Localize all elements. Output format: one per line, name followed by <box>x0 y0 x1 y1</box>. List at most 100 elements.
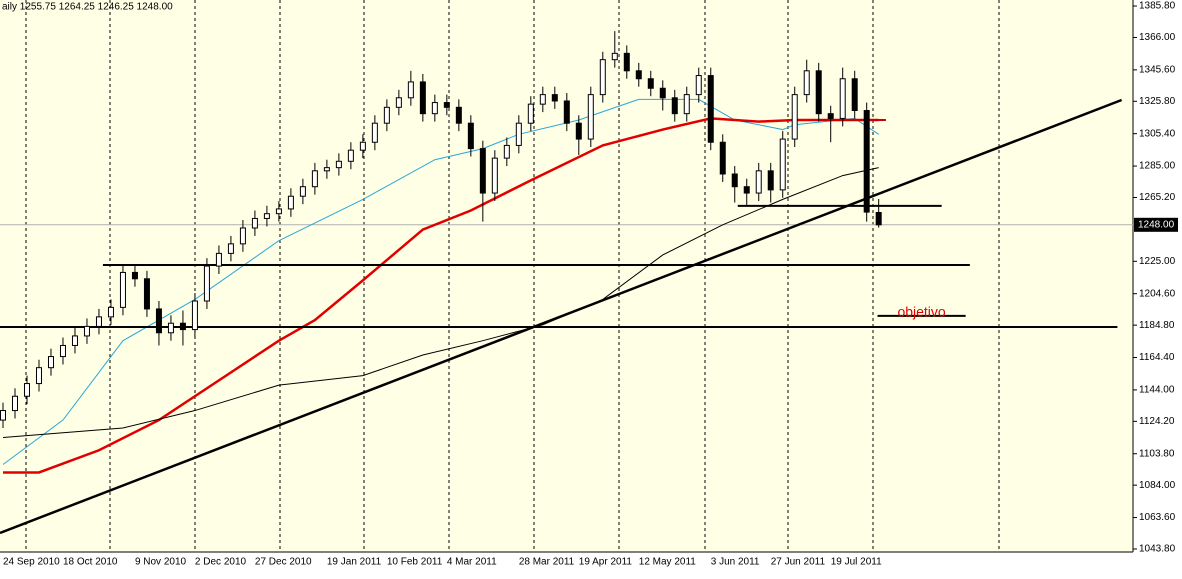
candle-body <box>767 170 774 191</box>
candle-body <box>215 252 222 267</box>
candle-body <box>827 113 834 119</box>
candle-body <box>323 167 330 172</box>
x-tick-label: 28 Mar 2011 <box>519 557 575 568</box>
candle-body <box>743 186 750 194</box>
y-tick-label: 1124.20 <box>1139 416 1175 427</box>
chart-title: aily 1255.75 1264.25 1246.25 1248.00 <box>2 2 173 13</box>
y-tick-label: 1204.60 <box>1139 288 1176 299</box>
y-tick-label: 1305.40 <box>1139 128 1176 139</box>
candle-body <box>779 138 786 191</box>
candle-body <box>83 325 90 337</box>
candle-body <box>107 306 114 318</box>
candle-body <box>35 367 42 385</box>
y-tick-label: 1285.00 <box>1139 161 1176 172</box>
candle-body <box>431 102 438 115</box>
time-grid <box>25 0 1000 552</box>
candle-body <box>455 106 462 124</box>
y-tick-label: 1345.60 <box>1139 64 1176 75</box>
candle-body <box>419 81 426 115</box>
candle-body <box>515 122 522 146</box>
candle-body <box>263 213 270 219</box>
candle-body <box>599 59 606 96</box>
candle-body <box>299 186 306 197</box>
candle-body <box>335 160 342 169</box>
level-label: objetivo <box>897 304 945 320</box>
x-tick-label: 24 Sep 2010 <box>3 557 60 568</box>
candle-body <box>155 308 162 334</box>
candle-body <box>203 265 210 302</box>
candle-body <box>227 243 234 254</box>
candle-body <box>443 102 450 108</box>
candle-body <box>71 335 78 346</box>
x-tick-label: 3 Jun 2011 <box>711 557 760 568</box>
x-tick-label: 19 Apr 2011 <box>579 557 633 568</box>
x-tick-label: 10 Feb 2011 <box>387 557 443 568</box>
candle-body <box>251 217 258 229</box>
candle-body <box>59 344 66 358</box>
candle-body <box>239 227 246 245</box>
candle-body <box>47 356 54 369</box>
candle-body <box>275 208 282 215</box>
y-tick-label: 1184.80 <box>1139 320 1175 331</box>
y-tick-label: 1164.40 <box>1139 352 1175 363</box>
candle-body <box>671 97 678 115</box>
candle-body <box>191 300 198 331</box>
candle-body <box>347 149 354 162</box>
candle-body <box>539 94 546 105</box>
moving-average <box>2 117 879 474</box>
y-tick-label: 1366.00 <box>1139 32 1176 43</box>
candle-body <box>791 94 798 140</box>
candle-body <box>635 70 642 80</box>
candle-body <box>875 211 882 226</box>
candle-body <box>95 316 102 327</box>
candle-body <box>731 173 738 188</box>
candle-body <box>719 141 726 175</box>
y-tick-label: 1063.60 <box>1139 512 1176 523</box>
candle-body <box>371 122 378 143</box>
candle-body <box>383 106 390 124</box>
candle-body <box>395 97 402 108</box>
candle-body <box>755 170 762 194</box>
plot-area <box>0 0 1133 552</box>
x-tick-label: 18 Oct 2010 <box>63 557 118 568</box>
candle-body <box>851 78 858 111</box>
candle-body <box>359 141 366 151</box>
candle-body <box>179 322 186 331</box>
moving-average <box>2 167 879 439</box>
candle-body <box>11 395 18 412</box>
candle-body <box>527 103 534 124</box>
candle-body <box>503 144 510 159</box>
x-tick-label: 9 Nov 2010 <box>135 557 187 568</box>
candle-body <box>551 94 558 102</box>
candle-body <box>23 383 30 397</box>
last-price-label: 1248.00 <box>1138 219 1175 230</box>
y-tick-label: 1265.20 <box>1139 192 1176 203</box>
candle-body <box>131 271 138 280</box>
x-tick-label: 19 Jul 2011 <box>831 557 882 568</box>
y-tick-label: 1043.80 <box>1139 544 1176 555</box>
candle-body <box>143 278 150 310</box>
candle-body <box>311 170 318 188</box>
candle-body <box>287 195 294 210</box>
candle-body <box>659 87 666 99</box>
x-tick-label: 2 Dec 2010 <box>195 557 247 568</box>
candle-body <box>803 70 810 96</box>
last-price-box <box>1134 217 1178 232</box>
candle-body <box>407 81 414 99</box>
y-tick-label: 1103.80 <box>1139 448 1175 459</box>
x-tick-label: 27 Jun 2011 <box>771 557 826 568</box>
candle-body <box>479 148 486 194</box>
x-tick-label: 27 Dec 2010 <box>255 557 312 568</box>
candle-body <box>707 75 714 143</box>
candle-body <box>623 52 630 72</box>
y-tick-label: 1084.00 <box>1139 480 1176 491</box>
candle-body <box>167 322 174 334</box>
candle-body <box>563 100 570 124</box>
candle-body <box>467 122 474 150</box>
trendline <box>0 98 1123 535</box>
y-tick-label: 1325.80 <box>1139 96 1176 107</box>
x-tick-label: 19 Jan 2011 <box>327 557 382 568</box>
x-tick-label: 4 Mar 2011 <box>447 557 497 568</box>
candle-body <box>815 70 822 115</box>
candle-body <box>695 75 702 96</box>
